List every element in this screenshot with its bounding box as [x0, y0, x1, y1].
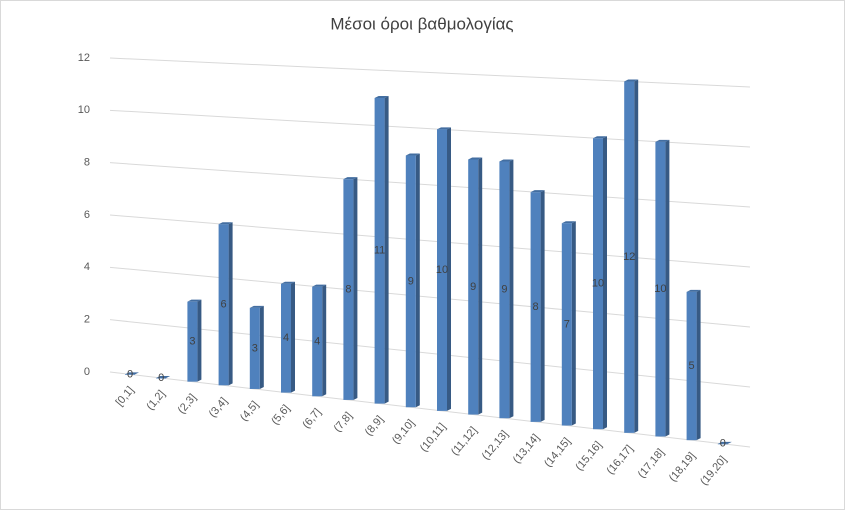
data-label: 10: [436, 264, 448, 276]
bar-top: [624, 79, 639, 82]
bar: [717, 443, 728, 445]
data-label: 9: [470, 281, 476, 293]
bar-side: [665, 139, 670, 437]
bar-top: [249, 305, 264, 308]
bar-top: [561, 221, 576, 224]
data-label: 10: [592, 278, 604, 290]
bar-top: [218, 222, 233, 225]
bar: [156, 378, 167, 379]
data-label: 9: [408, 275, 414, 287]
bar-side: [540, 190, 545, 422]
bar-top: [374, 95, 389, 98]
data-label: 11: [374, 245, 385, 257]
bar-top: [437, 127, 451, 130]
grid-line: [109, 319, 751, 388]
grid-line: [109, 162, 751, 208]
bar-side: [447, 127, 451, 411]
bar-top: [187, 299, 202, 302]
bar-top: [405, 153, 420, 156]
bar-side: [197, 299, 202, 382]
bar: [530, 192, 541, 422]
bar: [468, 159, 479, 415]
bar-side: [384, 95, 389, 404]
data-label: 3: [189, 336, 195, 348]
bar-top: [686, 289, 701, 292]
data-label: 6: [221, 299, 227, 311]
bar-side: [291, 281, 295, 393]
bar: [561, 223, 572, 426]
data-label: 8: [345, 283, 351, 295]
bar-top: [593, 136, 607, 139]
bar: [187, 301, 198, 382]
bar-side: [571, 221, 576, 426]
bar-top: [312, 284, 327, 287]
data-label: 4: [283, 332, 289, 344]
y-tick-label: 6: [84, 209, 90, 221]
data-label: 12: [623, 251, 635, 263]
bar: [405, 155, 416, 408]
bar-top: [281, 281, 295, 284]
data-label: 10: [654, 283, 666, 295]
bar: [624, 81, 635, 433]
y-tick-label: 4: [84, 261, 90, 273]
data-label: 0: [158, 372, 164, 384]
bar-top: [499, 159, 514, 162]
bar: [343, 179, 354, 400]
bar-top: [156, 376, 171, 378]
y-tick-label: 2: [84, 314, 90, 326]
bar-side: [259, 305, 264, 389]
bar: [125, 374, 135, 375]
bar: [218, 224, 229, 386]
bar: [686, 291, 697, 441]
bar-top: [530, 190, 545, 193]
bar: [593, 138, 603, 430]
bar-top: [655, 139, 670, 142]
bar-side: [696, 289, 701, 441]
bar-top: [717, 441, 732, 444]
bar: [437, 129, 447, 411]
bar: [374, 97, 385, 404]
y-tick-label: 12: [78, 52, 90, 64]
bar-side: [603, 136, 607, 430]
data-label: 4: [314, 335, 320, 347]
y-tick-label: 8: [84, 157, 90, 169]
bar-side: [415, 153, 420, 408]
grid-line: [109, 214, 751, 268]
data-label: 0: [720, 438, 726, 450]
data-label: 3: [252, 342, 258, 354]
grid-line: [109, 57, 751, 88]
bar-side: [634, 79, 639, 433]
y-tick-label: 0: [84, 366, 90, 378]
bar-side: [353, 177, 358, 400]
data-label: 5: [689, 360, 695, 372]
data-label: 0: [127, 368, 133, 380]
y-tick-label: 10: [78, 104, 90, 116]
bar-side: [228, 222, 233, 386]
bar: [655, 141, 666, 437]
grid-line: [109, 266, 751, 328]
data-label: 9: [501, 284, 507, 296]
chart-title: Μέσοι όροι βαθμολογίας: [330, 14, 513, 33]
bar-side: [322, 284, 327, 397]
bar: [312, 286, 323, 397]
bar: [281, 283, 291, 393]
bar-top: [125, 372, 139, 375]
bar-side: [478, 157, 483, 415]
grid-line: [109, 371, 751, 448]
data-label: 8: [533, 301, 539, 313]
bar-top: [343, 177, 358, 180]
bar-side: [509, 159, 514, 419]
data-label: 7: [564, 318, 570, 330]
bar: [249, 307, 260, 389]
bar-top: [468, 157, 483, 160]
bar: [499, 161, 510, 419]
grid-line: [109, 109, 751, 148]
